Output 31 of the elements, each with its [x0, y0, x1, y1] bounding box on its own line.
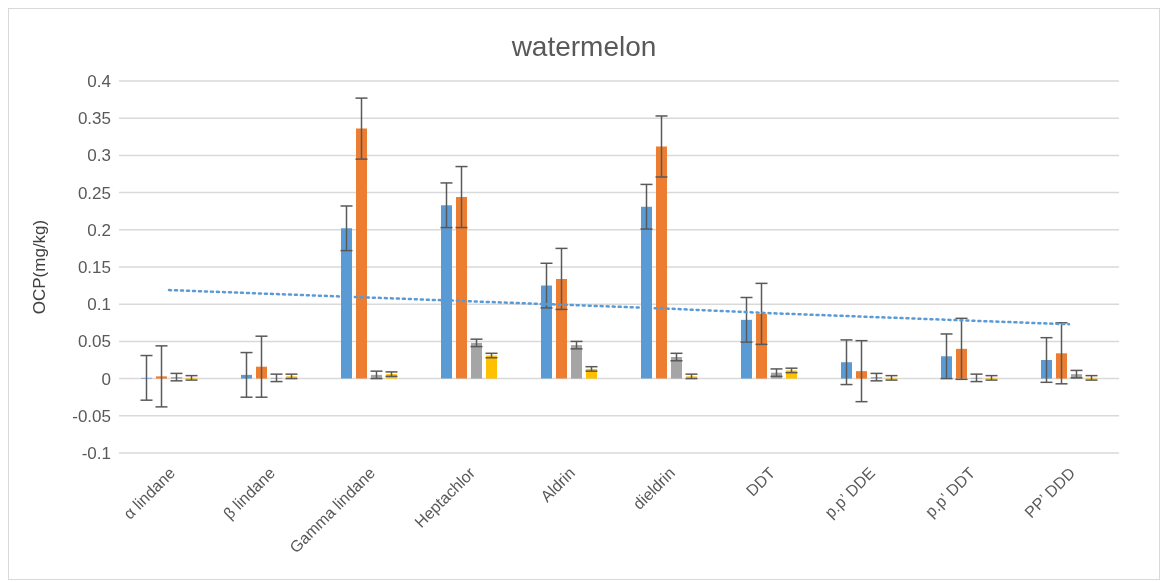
bar	[1041, 360, 1052, 379]
y-tick-label: 0.3	[87, 146, 111, 166]
bar	[841, 362, 852, 379]
bar	[856, 371, 867, 379]
bar	[256, 366, 267, 379]
bar	[486, 355, 497, 379]
bar	[671, 357, 682, 379]
bar	[1056, 353, 1067, 379]
bar	[356, 128, 367, 379]
bar	[471, 342, 482, 379]
y-tick-label: 0.35	[77, 109, 111, 129]
y-tick-label: 0	[101, 369, 111, 389]
bar	[556, 278, 567, 379]
y-tick-label: 0.25	[77, 183, 111, 203]
y-tick-label: 0.4	[87, 72, 111, 92]
bar	[656, 146, 667, 379]
y-tick-label: 0.2	[87, 220, 111, 240]
bar	[756, 313, 767, 379]
y-tick-label: 0.1	[87, 295, 111, 315]
y-tick-label: 0.15	[77, 258, 111, 278]
y-axis-title: OCP(mg/kg)	[30, 219, 50, 315]
bar	[156, 376, 167, 379]
bar	[956, 348, 967, 379]
chart-title: watermelon	[510, 30, 658, 64]
y-tick-label: -0.1	[81, 444, 111, 464]
bar	[741, 319, 752, 379]
bar	[241, 374, 252, 379]
bar	[571, 345, 582, 379]
y-tick-label: 0.05	[77, 332, 111, 352]
bar	[456, 197, 467, 379]
y-tick-label: -0.05	[72, 406, 111, 426]
